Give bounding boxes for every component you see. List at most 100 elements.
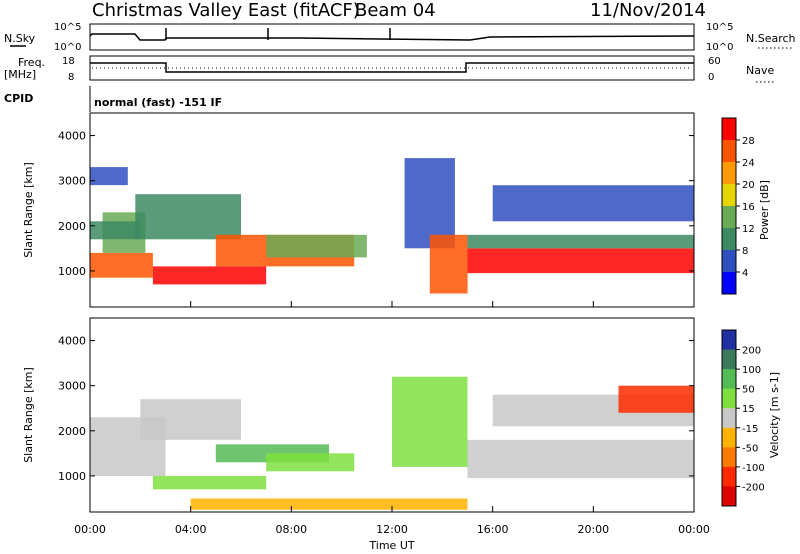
velocity-colorbar-segment (722, 466, 736, 487)
power-band (467, 248, 694, 274)
power-data-layer (90, 158, 694, 294)
power-colorbar-segment (722, 206, 736, 229)
power-ytick-label: 4000 (58, 130, 86, 143)
velocity-band (190, 498, 468, 510)
velocity-colorbar-segment (722, 408, 736, 429)
freq-tick-bottom: 8 (68, 72, 74, 83)
velocity-yticks: 1000 2000 3000 4000 (58, 335, 694, 483)
nave-tick-bottom: 0 (708, 72, 714, 83)
velocity-colorbar: 200 100 50 15 -15 -50 -100 -200 (721, 329, 765, 507)
velocity-ytick-label: 3000 (58, 380, 86, 393)
freq-left-label-2: [MHz] (4, 68, 36, 81)
power-ytick-label: 1000 (58, 265, 86, 278)
velocity-colorbar-segment (722, 369, 736, 390)
time-tick-label: 16:00 (477, 523, 509, 536)
power-colorbar: 28 24 20 16 12 8 4 (721, 117, 755, 295)
beam-label: Beam 04 (355, 0, 436, 21)
velocity-colorbar-segment (722, 486, 736, 507)
velocity-ytick-label: 2000 (58, 425, 86, 438)
velocity-band (152, 475, 267, 490)
velocity-colorbar-tick-label: -15 (742, 424, 758, 435)
velocity-data-layer (90, 376, 694, 510)
power-colorbar-tick-label: 8 (742, 246, 748, 257)
plot-title: Christmas Valley East (fitACF) (92, 0, 360, 21)
power-colorbar-tick-label: 4 (742, 268, 748, 279)
power-band (492, 185, 694, 222)
velocity-colorbar-segment (722, 330, 736, 351)
power-band (135, 194, 241, 240)
power-colorbar-tick-label: 16 (742, 202, 755, 213)
velocity-colorbar-segment (722, 388, 736, 409)
time-tick-label: 00:00 (678, 523, 710, 536)
power-colorbar-tick-label: 12 (742, 224, 755, 235)
velocity-colorbar-tick-label: 100 (742, 365, 761, 376)
nsky-right-tick-bottom: 10^0 (706, 42, 733, 53)
velocity-colorbar-tick-label: 50 (742, 385, 755, 396)
power-yticks: 1000 2000 3000 4000 (58, 130, 694, 278)
velocity-band (266, 453, 355, 472)
velocity-ylabel: Slant Range [km] (22, 367, 35, 463)
power-colorbar-segment (722, 140, 736, 163)
freq-frame (89, 55, 695, 81)
nsky-right-tick-top: 10^5 (706, 22, 733, 33)
velocity-band (467, 439, 694, 479)
power-band (467, 234, 694, 249)
power-colorbar-tick-label: 24 (742, 158, 755, 169)
velocity-colorbar-segment (722, 349, 736, 370)
velocity-colorbar-tick-label: 15 (742, 404, 755, 415)
nave-label: Nave (746, 64, 774, 77)
velocity-ytick-label: 1000 (58, 470, 86, 483)
velocity-colorbar-label: Velocity [m s-1] (768, 372, 781, 458)
power-colorbar-segment (722, 118, 736, 141)
velocity-ytick-label: 4000 (58, 335, 86, 348)
power-colorbar-segment (722, 272, 736, 295)
power-band (90, 167, 128, 186)
power-band (266, 234, 367, 258)
power-band (90, 221, 141, 240)
power-band (90, 252, 153, 278)
power-band (429, 234, 468, 294)
velocity-colorbar-tick-label: 200 (742, 346, 761, 357)
time-axis-ticks: 00:00 04:00 08:00 12:00 16:00 20:00 00:00 (74, 301, 710, 536)
velocity-colorbar-tick-label: -50 (742, 443, 758, 454)
velocity-colorbar-segment (722, 427, 736, 448)
nsky-frame (89, 23, 695, 51)
time-axis-label: Time UT (368, 539, 414, 552)
velocity-colorbar-tick-label: -200 (742, 482, 765, 493)
power-band (152, 266, 267, 285)
time-tick-label: 00:00 (74, 523, 106, 536)
nsky-series-line (89, 33, 695, 41)
time-tick-label: 04:00 (175, 523, 207, 536)
nave-tick-top: 60 (708, 56, 721, 67)
nsky-panel: N.Sky 10^5 10^0 10^5 10^0 N.Search (4, 22, 796, 53)
velocity-colorbar-tick-label: -100 (742, 463, 765, 474)
power-heatmap-panel: Slant Range [km] 1000 2000 3000 4000 (22, 112, 695, 308)
power-band (404, 158, 455, 249)
cpid-label: CPID (4, 92, 33, 105)
velocity-band (618, 385, 694, 413)
power-colorbar-tick-label: 20 (742, 180, 755, 191)
velocity-colorbar-segment (722, 447, 736, 468)
power-colorbar-label: Power [dB] (758, 180, 771, 240)
date-label: 11/Nov/2014 (590, 0, 706, 21)
power-colorbar-tick-label: 28 (742, 136, 755, 147)
power-colorbar-segment (722, 250, 736, 273)
freq-tick-top: 18 (62, 56, 75, 67)
freq-panel: Freq. [MHz] 18 8 60 0 Nave (4, 55, 776, 83)
nsky-tick-top: 10^5 (54, 22, 81, 33)
power-ytick-label: 3000 (58, 175, 86, 188)
time-tick-label: 20:00 (577, 523, 609, 536)
velocity-band (140, 399, 241, 440)
power-ylabel: Slant Range [km] (22, 162, 35, 258)
nsky-left-label: N.Sky (4, 32, 36, 45)
time-tick-label: 12:00 (376, 523, 408, 536)
velocity-band (392, 376, 468, 467)
power-colorbar-segment (722, 228, 736, 251)
time-tick-label: 08:00 (275, 523, 307, 536)
velocity-heatmap-panel: Slant Range [km] 1000 2000 3000 4000 (22, 317, 695, 513)
cpid-text: normal (fast) -151 IF (94, 96, 222, 109)
freq-series-line (90, 62, 694, 73)
freq-left-label-1: Freq. (18, 56, 45, 69)
nsky-right-label: N.Search (746, 32, 796, 45)
